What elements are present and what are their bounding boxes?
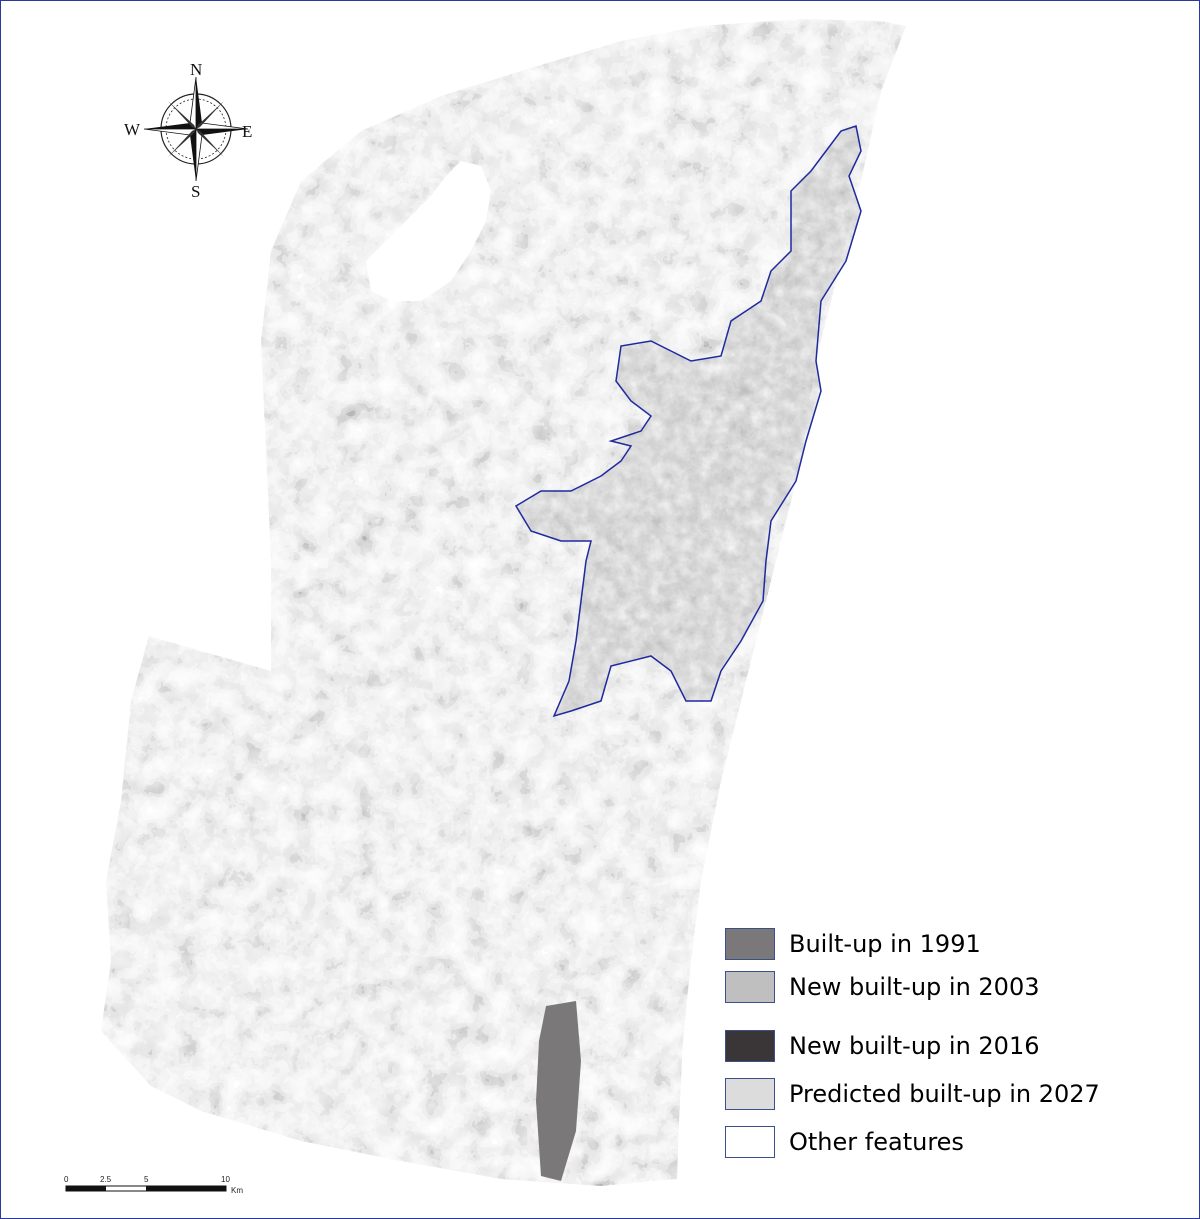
legend-label: Other features — [789, 1128, 964, 1156]
north-arrow-compass: N S E W — [124, 60, 252, 201]
legend-label: New built-up in 2003 — [789, 973, 1040, 1001]
built-up-1991-boundary — [514, 125, 862, 718]
lake — [366, 161, 491, 301]
southern-built-up-patch — [536, 1001, 581, 1181]
scale-tick-2-5: 2.5 — [100, 1175, 112, 1184]
legend-swatch-built-up-1991 — [725, 928, 775, 960]
legend-item-predicted-2027: Predicted built-up in 2027 — [725, 1077, 1100, 1111]
legend-item-other-features: Other features — [725, 1125, 964, 1159]
legend-swatch-built-up-2003 — [725, 971, 775, 1003]
compass-north-label: N — [190, 60, 202, 79]
legend-item-built-up-1991: Built-up in 1991 — [725, 927, 981, 961]
compass-west-label: W — [124, 120, 141, 139]
compass-south-label: S — [191, 182, 200, 201]
scale-unit: Km — [231, 1186, 243, 1195]
compass-east-label: E — [242, 122, 252, 141]
scale-bar: 0 2.5 5 10 Km — [64, 1175, 243, 1195]
scale-tick-5: 5 — [144, 1175, 149, 1184]
legend-swatch-built-up-2016 — [725, 1030, 775, 1062]
legend-label: Predicted built-up in 2027 — [789, 1080, 1100, 1108]
legend-item-built-up-2016: New built-up in 2016 — [725, 1029, 1040, 1063]
legend-item-built-up-2003: New built-up in 2003 — [725, 970, 1040, 1004]
scale-tick-0: 0 — [64, 1175, 69, 1184]
legend-swatch-predicted-2027 — [725, 1078, 775, 1110]
legend-label: New built-up in 2016 — [789, 1032, 1040, 1060]
legend: Built-up in 1991 New built-up in 2003 Ne… — [725, 919, 1185, 1169]
legend-label: Built-up in 1991 — [789, 930, 981, 958]
legend-swatch-other-features — [725, 1126, 775, 1158]
scale-tick-10: 10 — [221, 1175, 230, 1184]
